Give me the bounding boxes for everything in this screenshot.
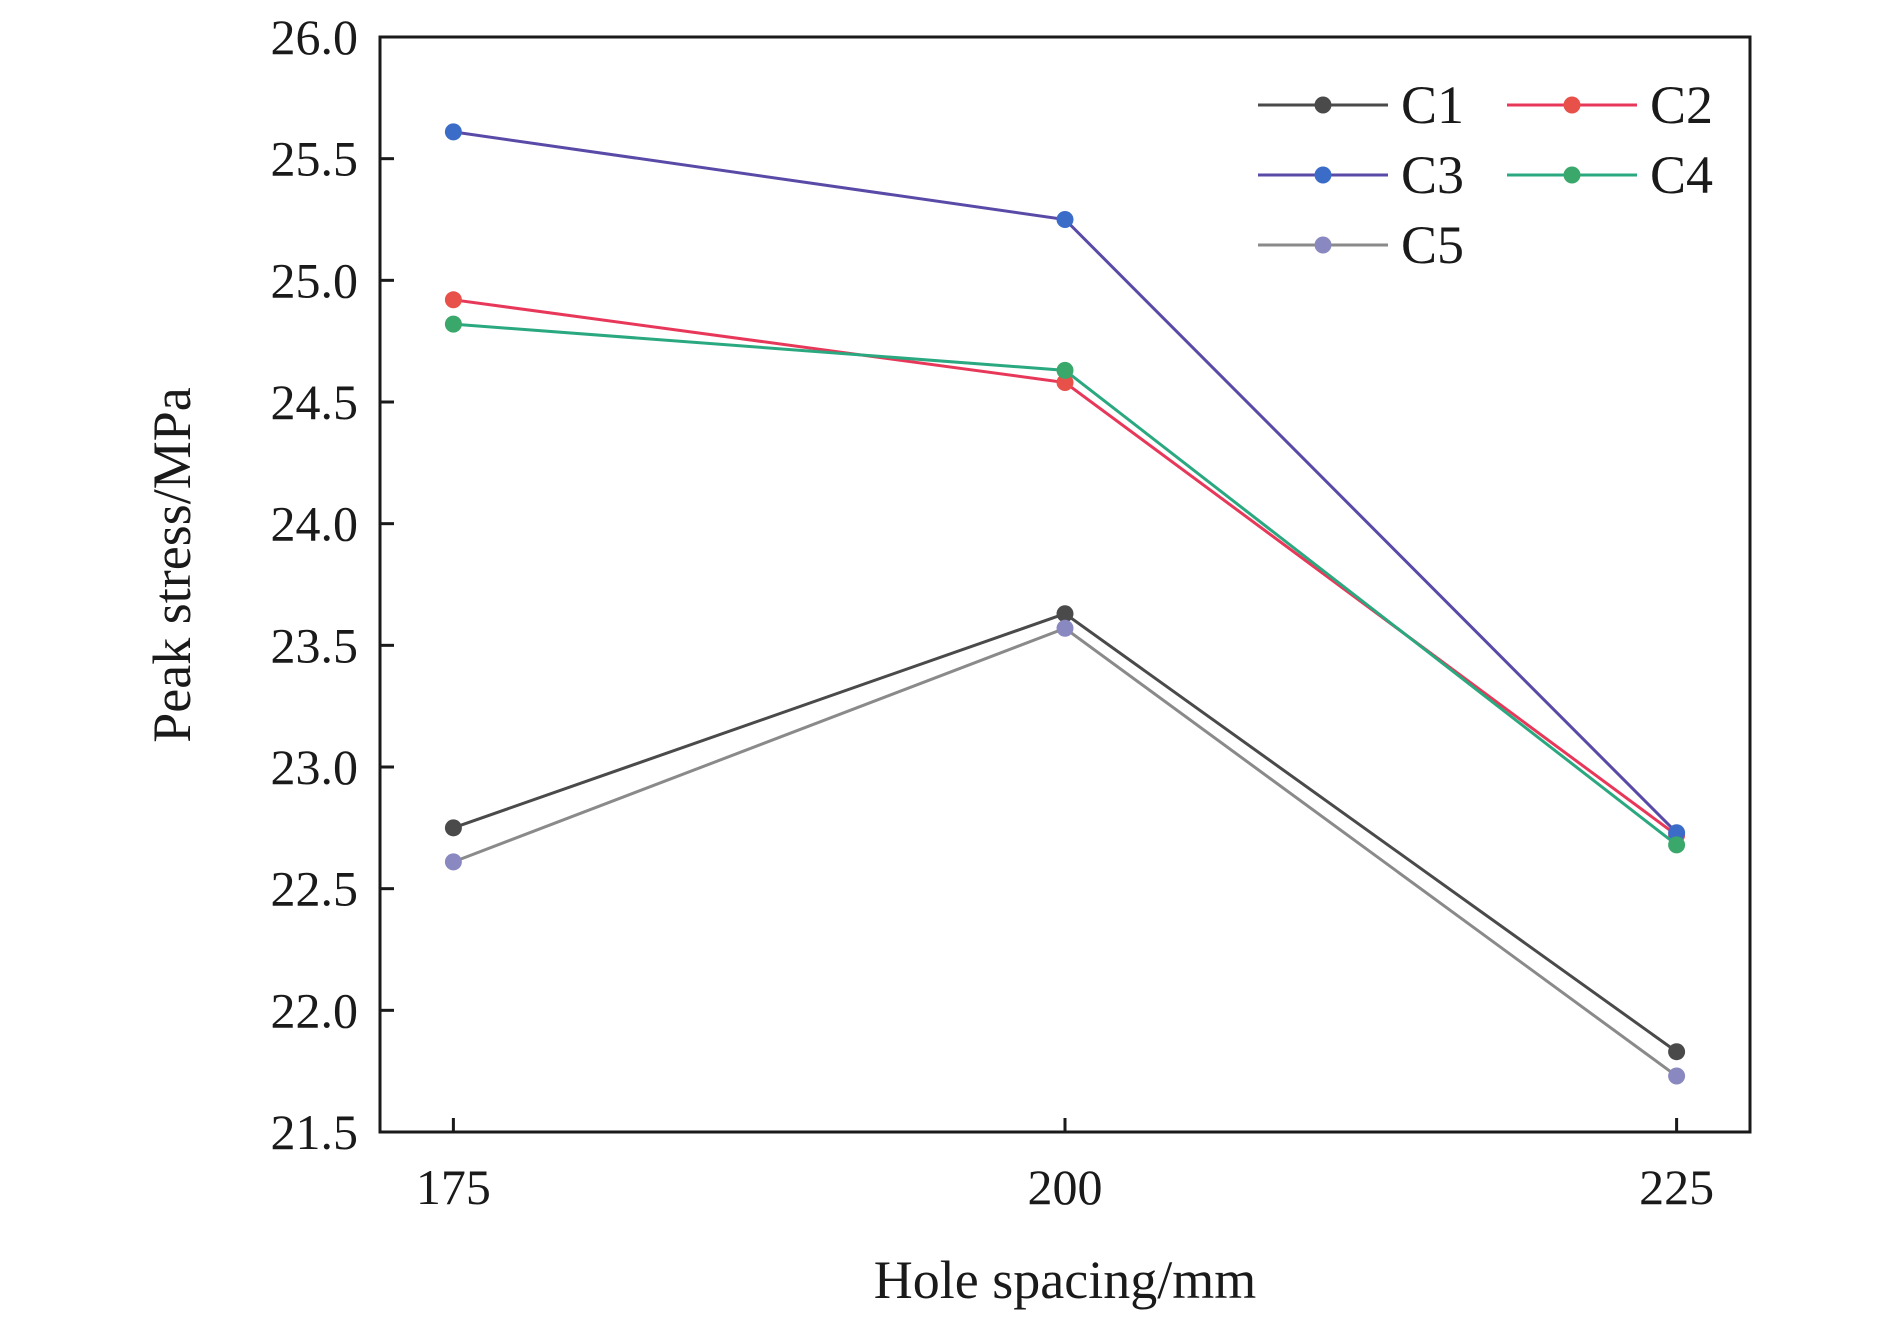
legend-label: C3 xyxy=(1401,145,1464,205)
series-c3 xyxy=(444,123,1686,842)
data-point xyxy=(1056,211,1074,228)
data-point xyxy=(1668,1043,1686,1061)
legend-swatch-marker xyxy=(1314,166,1332,184)
legend-item-c2: C2 xyxy=(1507,75,1713,135)
plot-frame xyxy=(378,35,1752,1134)
legend: C1 C2 C3 C4 C5 xyxy=(1258,75,1713,275)
data-point xyxy=(444,819,462,837)
data-point xyxy=(444,853,462,871)
data-point xyxy=(1668,1067,1686,1085)
x-axis-title: Hole spacing/mm xyxy=(874,1250,1256,1310)
y-tick-label: 24.0 xyxy=(271,496,359,552)
legend-label: C5 xyxy=(1401,215,1464,275)
series-c5 xyxy=(444,619,1686,1085)
legend-swatch-marker xyxy=(1314,236,1332,254)
legend-swatch-marker xyxy=(1314,96,1332,114)
y-tick-label: 23.5 xyxy=(271,617,359,673)
legend-item-c5: C5 xyxy=(1258,215,1464,275)
series-line xyxy=(453,130,1678,834)
data-point xyxy=(444,315,462,333)
y-tick-label: 22.5 xyxy=(271,861,359,917)
data-point xyxy=(1056,605,1074,623)
legend-swatch-marker xyxy=(1563,96,1581,114)
axes: 21.5 22.0 22.5 23.0 23.5 24.0 24.5 25.0 25.5 26.0… xyxy=(271,9,1752,1215)
y-tick-label: 24.5 xyxy=(271,374,359,430)
data-point xyxy=(1056,619,1074,637)
y-tick-label: 21.5 xyxy=(271,1104,359,1160)
data-point xyxy=(444,291,462,309)
y-tick-label: 26.0 xyxy=(271,9,359,65)
data-point xyxy=(1056,374,1074,392)
y-tick-label: 25.0 xyxy=(271,252,359,308)
legend-label: C2 xyxy=(1650,75,1713,135)
legend-swatch-marker xyxy=(1563,166,1581,184)
series-group xyxy=(444,123,1686,1085)
y-axis-title: Peak stress/MPa xyxy=(142,387,202,743)
legend-item-c1: C1 xyxy=(1258,75,1464,135)
x-tick-label: 200 xyxy=(1028,1159,1103,1215)
series-c1 xyxy=(444,605,1686,1061)
series-line xyxy=(453,322,1678,847)
y-tick-label: 25.5 xyxy=(271,131,359,187)
legend-item-c4: C4 xyxy=(1507,145,1713,205)
y-tick-label: 22.0 xyxy=(271,982,359,1038)
series-line xyxy=(452,626,1678,1078)
series-line xyxy=(452,612,1678,1053)
x-tick-label: 225 xyxy=(1639,1159,1714,1215)
series-c4 xyxy=(444,315,1686,854)
legend-label: C4 xyxy=(1650,145,1713,205)
legend-label: C1 xyxy=(1401,75,1464,135)
data-point xyxy=(1056,361,1074,379)
x-tick-label: 175 xyxy=(416,1159,491,1215)
data-point xyxy=(1668,824,1686,842)
legend-item-c3: C3 xyxy=(1258,145,1464,205)
data-point xyxy=(1668,836,1686,854)
data-point xyxy=(444,123,462,141)
y-tick-label: 23.0 xyxy=(271,739,359,795)
